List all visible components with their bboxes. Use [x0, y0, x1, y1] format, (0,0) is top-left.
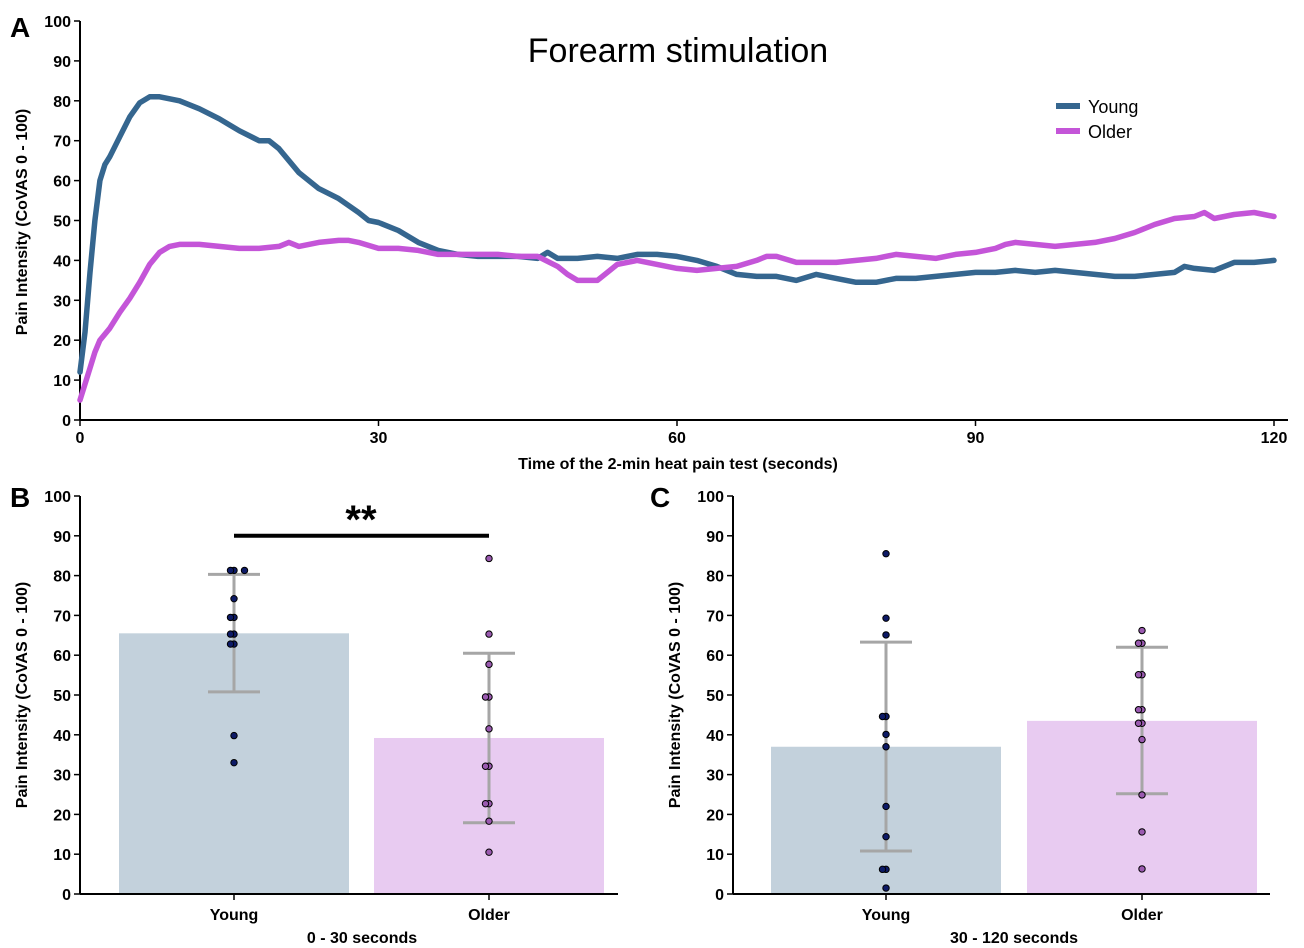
- y-tick-label: 40: [706, 728, 724, 745]
- data-point-young: [878, 865, 887, 874]
- data-point-young: [882, 743, 890, 751]
- y-axis-label: Pain Intensity (CoVAS 0 - 100): [14, 109, 31, 335]
- data-point-young: [882, 832, 890, 841]
- data-point-young: [882, 614, 890, 622]
- data-point-older: [1134, 639, 1143, 647]
- data-point-older: [1134, 719, 1143, 727]
- x-axis-label: 30 - 120 seconds: [950, 930, 1078, 947]
- data-point-young: [878, 712, 887, 721]
- data-point-older: [485, 554, 493, 563]
- data-point-older: [481, 762, 490, 770]
- legend-label-older: Older: [1088, 122, 1132, 142]
- panel-b-bar-chart: 0 - 30 seconds Pain Intensity (CoVAS 0 -…: [14, 489, 618, 947]
- data-point-older: [1134, 706, 1143, 714]
- data-point-older: [1134, 671, 1143, 679]
- y-tick-label: 40: [53, 728, 71, 745]
- y-tick-label: 90: [706, 529, 724, 546]
- data-point-older: [1138, 791, 1146, 799]
- x-tick-label-older: Older: [1121, 907, 1163, 924]
- data-point-older: [1138, 828, 1146, 836]
- y-tick-label: 0: [62, 887, 71, 904]
- data-point-young: [882, 631, 890, 639]
- y-tick-label: 100: [697, 489, 724, 506]
- x-tick-label-young: Young: [210, 907, 259, 924]
- y-tick-label: 80: [706, 569, 724, 586]
- y-tick-label: 30: [53, 293, 71, 310]
- y-tick-label: 60: [53, 648, 71, 665]
- series-line-young: [77, 94, 1277, 375]
- y-tick-label: 70: [706, 608, 724, 625]
- data-point-older: [481, 693, 490, 701]
- panel-a-line-chart: Forearm stimulation Time of the 2-min he…: [14, 14, 1288, 473]
- x-tick-label: 0: [76, 430, 85, 447]
- y-tick-label: 20: [53, 807, 71, 824]
- y-tick-label: 30: [53, 768, 71, 785]
- y-tick-label: 10: [53, 373, 71, 390]
- data-point-older: [481, 799, 490, 808]
- panel-c-bar-chart: 30 - 120 seconds Pain Intensity (CoVAS 0…: [667, 489, 1270, 947]
- data-point-young: [882, 884, 890, 892]
- y-tick-label: 80: [53, 94, 71, 111]
- panel-a-letter: A: [10, 12, 30, 43]
- data-point-young: [226, 640, 235, 648]
- data-point-young: [226, 613, 235, 622]
- y-tick-label: 30: [706, 768, 724, 785]
- data-point-older: [1138, 735, 1146, 744]
- y-tick-label: 70: [53, 134, 71, 151]
- y-tick-label: 50: [53, 214, 71, 231]
- y-tick-label: 100: [44, 14, 71, 31]
- y-tick-label: 90: [53, 529, 71, 546]
- data-point-young: [882, 730, 890, 739]
- series-line-older: [77, 209, 1277, 403]
- x-tick-label: 90: [967, 430, 985, 447]
- data-point-young: [230, 731, 238, 740]
- data-point-young: [226, 630, 235, 638]
- y-tick-label: 60: [706, 648, 724, 665]
- data-point-older: [485, 848, 493, 856]
- data-point-older: [485, 630, 493, 638]
- y-tick-label: 60: [53, 174, 71, 191]
- data-point-young: [882, 550, 890, 558]
- x-tick-label-older: Older: [468, 907, 510, 924]
- y-tick-label: 0: [62, 413, 71, 430]
- data-point-young: [226, 566, 235, 575]
- y-tick-label: 50: [53, 688, 71, 705]
- y-tick-label: 20: [706, 807, 724, 824]
- y-tick-label: 20: [53, 333, 71, 350]
- x-tick-label: 120: [1261, 430, 1288, 447]
- y-tick-label: 70: [53, 608, 71, 625]
- y-tick-label: 10: [53, 847, 71, 864]
- data-point-older: [485, 660, 493, 669]
- y-tick-label: 80: [53, 569, 71, 586]
- data-point-older: [485, 817, 493, 825]
- data-point-young: [882, 802, 890, 811]
- y-axis-label: Pain Intensity (CoVAS 0 - 100): [14, 582, 31, 808]
- y-tick-label: 0: [715, 887, 724, 904]
- x-axis-label: Time of the 2-min heat pain test (second…: [518, 456, 838, 473]
- panel-c-letter: C: [650, 482, 670, 513]
- y-tick-label: 100: [44, 489, 71, 506]
- panel-b-letter: B: [10, 482, 30, 513]
- x-axis-label: 0 - 30 seconds: [307, 930, 417, 947]
- y-axis-label: Pain Intensity (CoVAS 0 - 100): [667, 582, 684, 808]
- data-point-young: [230, 594, 238, 603]
- legend: Young Older: [1056, 97, 1138, 142]
- data-point-older: [1138, 626, 1146, 635]
- y-tick-label: 90: [53, 54, 71, 71]
- y-tick-label: 40: [53, 253, 71, 270]
- data-point-older: [485, 725, 493, 733]
- data-point-older: [1138, 865, 1146, 873]
- x-tick-label: 60: [668, 430, 686, 447]
- x-tick-label-young: Young: [862, 907, 911, 924]
- chart-title: Forearm stimulation: [528, 32, 828, 70]
- data-point-young: [230, 758, 238, 767]
- x-tick-label: 30: [370, 430, 388, 447]
- data-point-young: [240, 566, 249, 575]
- y-tick-label: 50: [706, 688, 724, 705]
- y-tick-label: 10: [706, 847, 724, 864]
- legend-label-young: Young: [1088, 97, 1138, 117]
